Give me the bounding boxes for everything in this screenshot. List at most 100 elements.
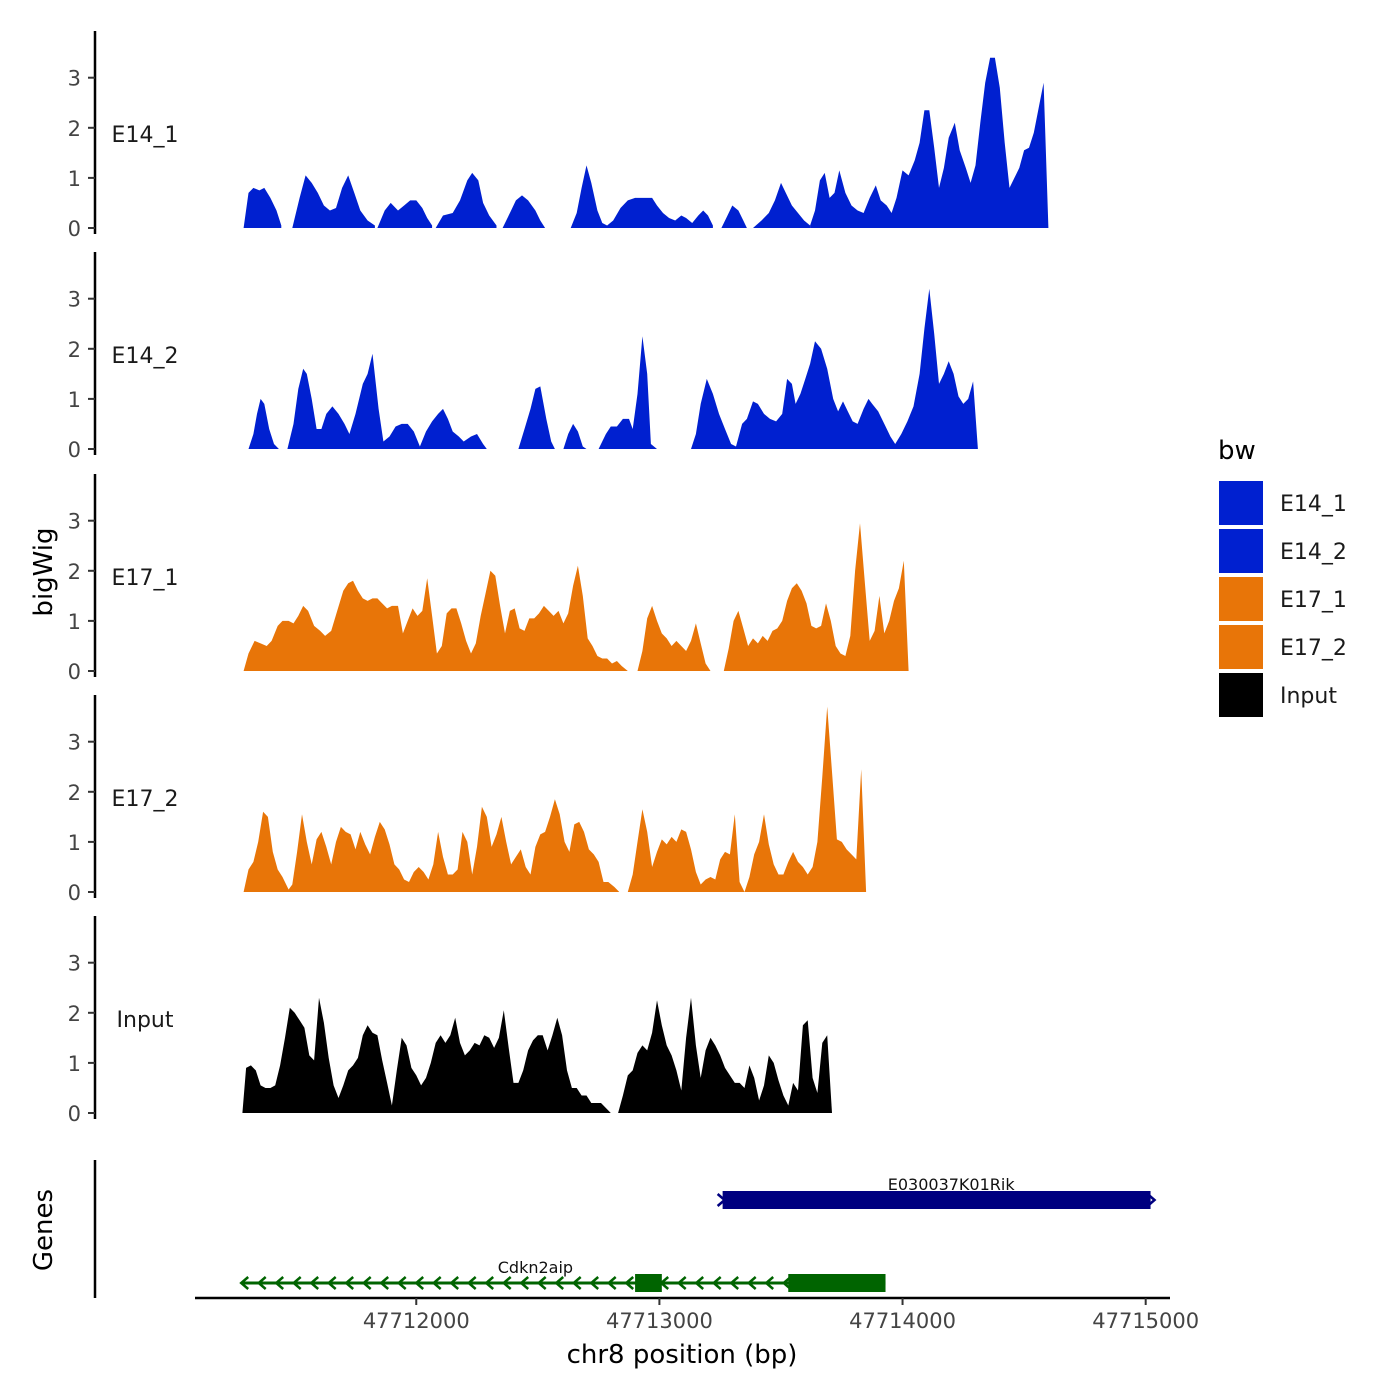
strand-arrow-left-icon	[256, 1276, 267, 1290]
strand-arrow-left-icon	[571, 1276, 582, 1290]
x-tick-label: 47713000	[606, 1309, 713, 1333]
y-tick-label: 2	[68, 338, 81, 362]
y-tick-label: 3	[68, 510, 81, 534]
area-e17-1-segment-1	[243, 565, 628, 671]
strand-arrow-left-icon	[431, 1276, 442, 1290]
legend-key-e14-2	[1217, 527, 1265, 575]
gene-label-e030037k01rik: E030037K01Rik	[888, 1175, 1016, 1194]
track-label-e14-2: E14_2	[112, 344, 179, 369]
gene-cdkn2aip: Cdkn2aip	[239, 1258, 886, 1292]
strand-arrow-left-icon	[344, 1276, 355, 1290]
y-tick-label: 3	[68, 731, 81, 755]
track-e17-1: 0 1 2 3 E17_1	[68, 474, 909, 684]
strand-arrow-left-icon	[729, 1276, 740, 1290]
area-e14-2-segment-4	[563, 423, 587, 449]
strand-arrow-left-icon	[379, 1276, 390, 1290]
y-axis-title: bigWig	[29, 527, 59, 616]
strand-arrow-left-icon	[449, 1276, 460, 1290]
y-tick-label: 2	[68, 781, 81, 805]
track-label-e17-2: E17_2	[112, 787, 179, 812]
strand-arrow-left-icon	[536, 1276, 547, 1290]
track-e14-1: 0 1 2 3 E14_1	[68, 31, 1049, 241]
y-tick-label: 3	[68, 288, 81, 312]
area-e14-1-segment-6	[570, 165, 713, 228]
area-e17-1-segment-2	[637, 605, 711, 671]
y-tick-label: 2	[68, 1002, 81, 1026]
strand-arrow-left-icon	[711, 1276, 722, 1290]
y-tick-label: 3	[68, 67, 81, 91]
signal-tracks: 0 1 2 3 E14_1 0 1 2 3 E14_2 0 1 2 3 E17_1 0 1 2 3 E17_2 0 1 2 3…	[68, 31, 1049, 1126]
x-axis: 47712000 47713000 47714000 47715000	[195, 1296, 1199, 1333]
gene-label-cdkn2aip: Cdkn2aip	[498, 1258, 573, 1277]
strand-arrow-left-icon	[291, 1276, 302, 1290]
y-tick-label: 0	[68, 881, 81, 905]
legend-label-e14-2: E14_2	[1280, 540, 1347, 565]
strand-arrow-left-icon	[274, 1276, 285, 1290]
area-e14-1-segment-4	[435, 172, 497, 228]
area-e14-2-segment-1	[248, 398, 279, 449]
strand-arrow-left-icon	[239, 1276, 250, 1290]
gene-exon	[722, 1191, 1151, 1209]
legend-key-e17-2	[1217, 623, 1265, 671]
track-e17-2: 0 1 2 3 E17_2	[68, 695, 867, 905]
legend-key-input	[1217, 671, 1265, 719]
y-tick-label: 2	[68, 117, 81, 141]
strand-arrow-left-icon	[589, 1276, 600, 1290]
area-e14-2-segment-5	[598, 336, 657, 449]
track-input: 0 1 2 3 Input	[68, 916, 832, 1126]
y-tick-label: 3	[68, 952, 81, 976]
strand-arrow-left-icon	[484, 1276, 495, 1290]
area-e17-2-segment-1	[243, 799, 620, 892]
y-tick-label: 2	[68, 560, 81, 584]
area-e14-1-segment-8	[753, 182, 811, 228]
legend-title: bw	[1218, 436, 1256, 466]
genes-axis-title: Genes	[29, 1189, 59, 1271]
legend-label-input: Input	[1280, 684, 1337, 709]
y-tick-label: 0	[68, 1102, 81, 1126]
strand-arrow-left-icon	[764, 1276, 775, 1290]
gene-exon	[788, 1274, 886, 1292]
y-tick-label: 1	[68, 167, 81, 191]
strand-arrow-left-icon	[326, 1276, 337, 1290]
area-e14-1-segment-9	[810, 57, 1049, 229]
area-e14-2-segment-6	[691, 288, 978, 449]
x-axis-title: chr8 position (bp)	[567, 1340, 798, 1370]
area-e14-1-segment-7	[721, 205, 747, 228]
gene-e030037k01rik: E030037K01Rik	[716, 1175, 1157, 1209]
strand-arrow-left-icon	[309, 1276, 320, 1290]
track-label-e14-1: E14_1	[112, 123, 179, 148]
y-tick-label: 1	[68, 388, 81, 412]
legend-label-e17-1: E17_1	[1280, 588, 1347, 613]
legend-label-e17-2: E17_2	[1280, 636, 1347, 661]
x-tick-label: 47715000	[1092, 1309, 1199, 1333]
strand-arrow-left-icon	[466, 1276, 477, 1290]
track-e14-2: 0 1 2 3 E14_2	[68, 252, 978, 462]
area-e14-1-segment-1	[243, 187, 282, 228]
strand-arrow-left-icon	[746, 1276, 757, 1290]
strand-arrow-left-icon	[694, 1276, 705, 1290]
strand-arrow-left-icon	[676, 1276, 687, 1290]
strand-arrow-left-icon	[606, 1276, 617, 1290]
area-e17-1-segment-3	[723, 523, 909, 671]
area-input-segment-1	[242, 997, 611, 1113]
area-e14-2-segment-3	[518, 386, 555, 449]
strand-arrow-left-icon	[396, 1276, 407, 1290]
y-tick-label: 0	[68, 217, 81, 241]
x-tick-label: 47712000	[363, 1309, 470, 1333]
y-tick-label: 0	[68, 438, 81, 462]
legend: bw E14_1 E14_2 E17_1 E17_2 Input	[1217, 436, 1347, 719]
y-tick-label: 1	[68, 610, 81, 634]
legend-key-e17-1	[1217, 575, 1265, 623]
strand-arrow-left-icon	[519, 1276, 530, 1290]
strand-arrow-left-icon	[414, 1276, 425, 1290]
y-tick-label: 1	[68, 1052, 81, 1076]
area-e14-2-segment-2	[287, 353, 487, 449]
x-tick-label: 47714000	[849, 1309, 956, 1333]
strand-arrow-left-icon	[624, 1276, 635, 1290]
gene-track: E030037K01Rik Cdkn2aip	[93, 1160, 1157, 1298]
area-e14-1-segment-2	[292, 175, 375, 228]
strand-arrow-left-icon	[554, 1276, 565, 1290]
track-label-input: Input	[117, 1008, 174, 1033]
legend-key-e14-1	[1217, 479, 1265, 527]
